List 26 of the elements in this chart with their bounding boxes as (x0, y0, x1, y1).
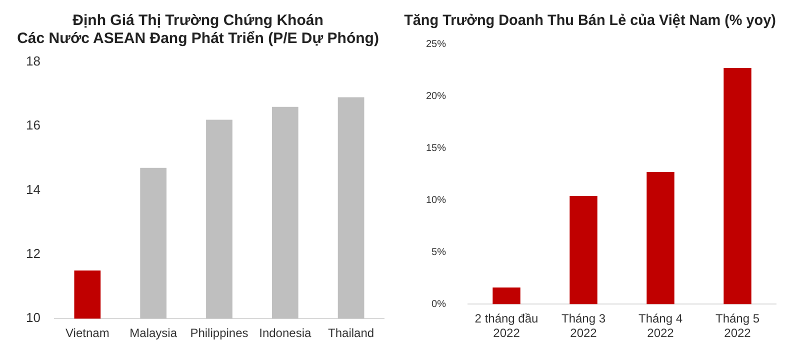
bar (570, 196, 598, 304)
y-tick-label: 25% (426, 38, 446, 50)
chart-title: Định Giá Thị Trường Chứng Khoán Các Nước ASEAN Đang Phát Triển (P/E Dự Phóng) (17, 12, 379, 48)
y-tick-label: 0% (432, 298, 446, 310)
chart-title: Tăng Trưởng Doanh Thu Bán Lẻ của Việt Nam (% yoy) (404, 12, 776, 30)
x-tick-label: Philippines (190, 326, 248, 340)
y-tick-label: 10 (26, 310, 40, 326)
bar (646, 172, 674, 304)
x-tick-label: Thailand (328, 326, 374, 340)
x-tick-label: Vietnam (66, 326, 110, 340)
y-tick-label: 15% (426, 142, 446, 154)
y-tick-label: 5% (432, 246, 446, 258)
y-tick-label: 16 (26, 118, 40, 133)
x-tick-label: Malaysia (130, 326, 178, 340)
bar (724, 68, 752, 304)
x-tick-label: Tháng 5 2022 (715, 312, 760, 340)
y-tick-label: 12 (26, 246, 40, 262)
y-tick-label: 10% (426, 194, 446, 206)
x-tick-label: 2 tháng đầu 2022 (474, 312, 538, 340)
bar (492, 288, 520, 304)
y-tick-label: 20% (426, 90, 446, 102)
y-tick-label: 14 (26, 182, 40, 197)
x-tick-label: Tháng 3 2022 (561, 312, 606, 340)
y-tick-label: 18 (26, 54, 40, 69)
x-tick-label: Tháng 4 2022 (638, 312, 683, 340)
x-tick-label: Indonesia (259, 326, 312, 340)
